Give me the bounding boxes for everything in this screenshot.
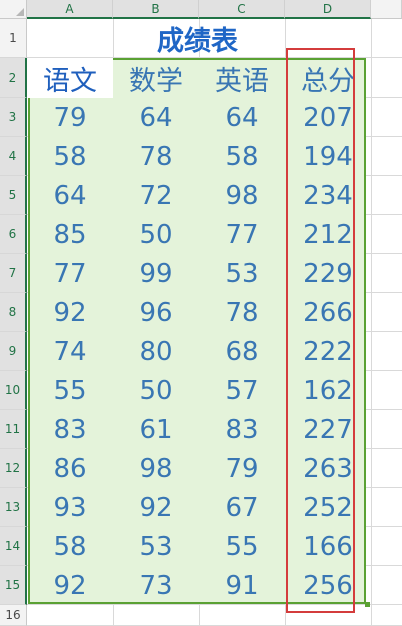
total-cell[interactable]: 229 [303,258,353,289]
total-cell[interactable]: 227 [303,414,353,445]
score-cell[interactable]: 64 [53,180,87,211]
score-cell[interactable]: 53 [139,531,173,562]
row-header-10[interactable]: 10 [0,371,27,410]
row-header-4[interactable]: 4 [0,137,27,176]
score-cell[interactable]: 58 [225,141,259,172]
score-cell[interactable]: 93 [53,492,87,523]
row-header-7[interactable]: 7 [0,254,27,293]
score-cell[interactable]: 80 [139,336,173,367]
score-cell[interactable]: 86 [53,453,87,484]
row-header-12[interactable]: 12 [0,449,27,488]
score-cell[interactable]: 85 [53,219,87,250]
score-cell[interactable]: 57 [225,375,259,406]
column-header-empty[interactable] [371,0,402,19]
score-cell[interactable]: 64 [225,102,259,133]
total-cell[interactable]: 222 [303,336,353,367]
score-cell[interactable]: 61 [139,414,173,445]
total-cell[interactable]: 162 [303,375,353,406]
row-header-5[interactable]: 5 [0,176,27,215]
score-cell[interactable]: 99 [139,258,173,289]
score-cell[interactable]: 73 [139,570,173,601]
total-column-highlight [286,48,355,613]
score-cell[interactable]: 92 [53,297,87,328]
score-cell[interactable]: 98 [139,453,173,484]
score-cell[interactable]: 78 [225,297,259,328]
total-cell[interactable]: 263 [303,453,353,484]
selected-range[interactable] [28,58,366,604]
score-cell[interactable]: 64 [139,102,173,133]
header-cell[interactable]: 数学 [129,65,183,97]
total-cell[interactable]: 266 [303,297,353,328]
spreadsheet-grid[interactable]: 成绩表 语文 数学 英语 总分 79 64 64 207 58 78 58 194 64 72 98 234 8… [27,19,402,626]
row-header-9[interactable]: 9 [0,332,27,371]
total-cell[interactable]: 212 [303,219,353,250]
select-all-corner[interactable] [0,0,27,19]
row-header-14[interactable]: 14 [0,527,27,566]
header-cell[interactable]: 语文 [27,58,113,98]
grid-line [371,19,372,626]
column-header-b[interactable]: B [113,0,199,19]
total-cell[interactable]: 234 [303,180,353,211]
row-header-16[interactable]: 16 [0,605,27,626]
row-header-15[interactable]: 15 [0,566,27,605]
score-cell[interactable]: 77 [53,258,87,289]
row-header-2[interactable]: 2 [0,58,27,98]
fill-handle[interactable] [365,602,370,607]
row-header-13[interactable]: 13 [0,488,27,527]
score-cell[interactable]: 53 [225,258,259,289]
total-cell[interactable]: 207 [303,102,353,133]
grid-line [27,604,402,605]
score-cell[interactable]: 77 [225,219,259,250]
score-cell[interactable]: 50 [139,219,173,250]
row-header-3[interactable]: 3 [0,98,27,137]
score-cell[interactable]: 79 [225,453,259,484]
row-header-1[interactable]: 1 [0,19,27,58]
score-cell[interactable]: 50 [139,375,173,406]
score-cell[interactable]: 98 [225,180,259,211]
total-cell[interactable]: 166 [303,531,353,562]
sheet-title[interactable]: 成绩表 [157,26,238,57]
grid-line [27,57,402,58]
header-cell[interactable]: 总分 [301,65,355,97]
row-header-11[interactable]: 11 [0,410,27,449]
row-header-8[interactable]: 8 [0,293,27,332]
total-cell[interactable]: 194 [303,141,353,172]
score-cell[interactable]: 67 [225,492,259,523]
score-cell[interactable]: 72 [139,180,173,211]
total-cell[interactable]: 256 [303,570,353,601]
score-cell[interactable]: 74 [53,336,87,367]
score-cell[interactable]: 58 [53,141,87,172]
score-cell[interactable]: 79 [53,102,87,133]
total-cell[interactable]: 252 [303,492,353,523]
row-header-6[interactable]: 6 [0,215,27,254]
score-cell[interactable]: 68 [225,336,259,367]
score-cell[interactable]: 83 [225,414,259,445]
column-header-d[interactable]: D [285,0,371,19]
column-header-c[interactable]: C [199,0,285,19]
score-cell[interactable]: 91 [225,570,259,601]
score-cell[interactable]: 83 [53,414,87,445]
score-cell[interactable]: 92 [53,570,87,601]
score-cell[interactable]: 78 [139,141,173,172]
header-cell[interactable]: 英语 [215,65,269,97]
score-cell[interactable]: 55 [225,531,259,562]
score-cell[interactable]: 58 [53,531,87,562]
score-cell[interactable]: 96 [139,297,173,328]
score-cell[interactable]: 55 [53,375,87,406]
column-header-a[interactable]: A [27,0,113,19]
score-cell[interactable]: 92 [139,492,173,523]
